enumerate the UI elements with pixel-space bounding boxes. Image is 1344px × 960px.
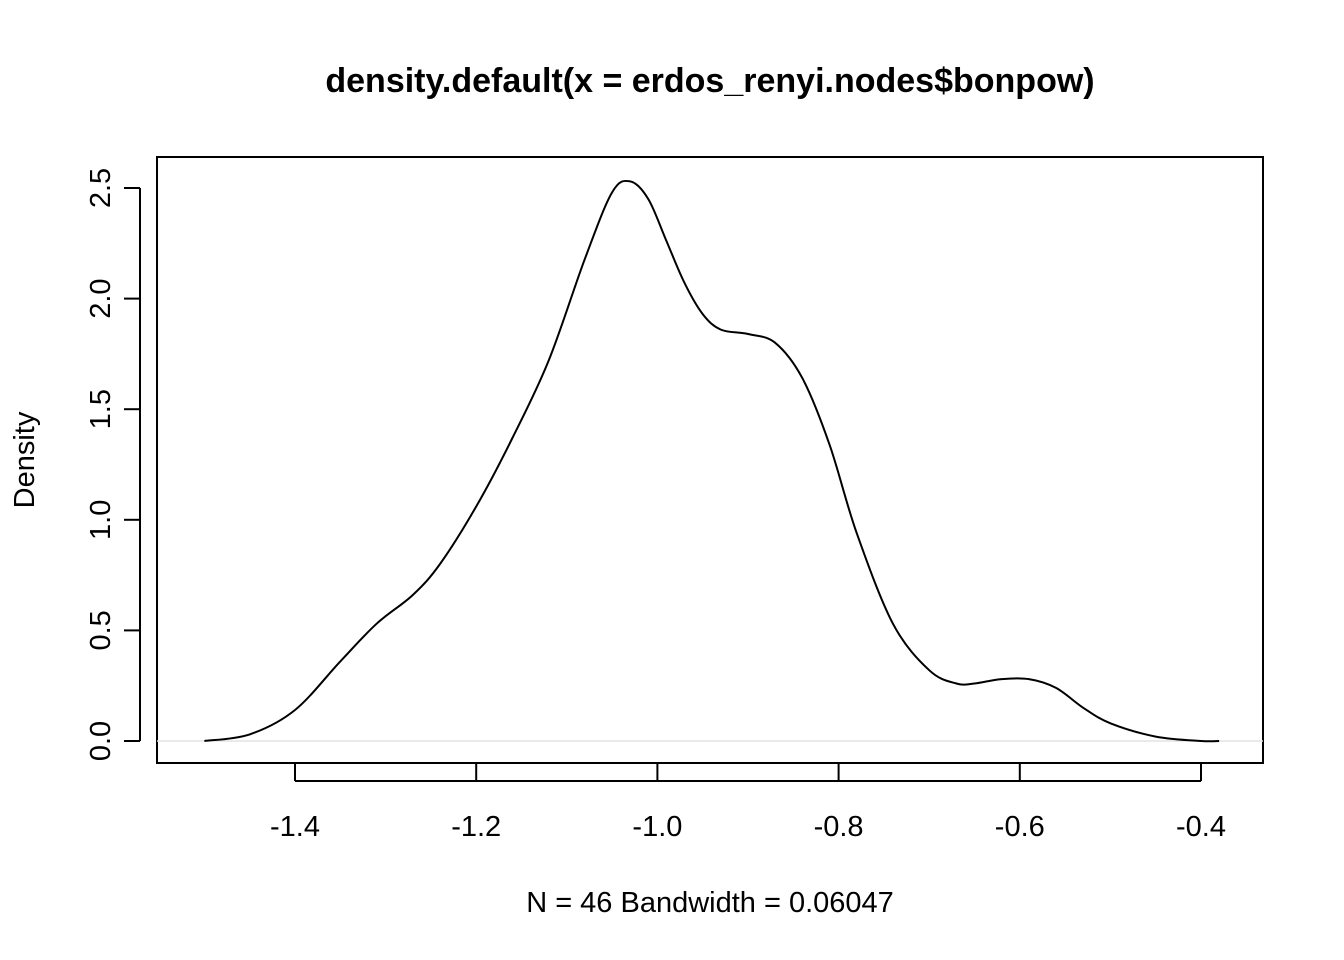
y-tick-label: 0.0 (85, 721, 117, 761)
y-tick-label: 2.0 (85, 278, 117, 318)
x-tick-label: -1.0 (632, 811, 682, 843)
y-tick-label: 1.0 (85, 500, 117, 540)
x-tick-label: -0.8 (814, 811, 864, 843)
x-tick-label: -0.6 (995, 811, 1045, 843)
y-axis: 0.0 0.5 1.0 1.5 2.0 2.5 (85, 168, 141, 761)
y-tick-label: 2.5 (85, 168, 117, 208)
chart-title: density.default(x = erdos_renyi.nodes$bo… (325, 62, 1094, 100)
x-tick-label: -1.2 (451, 811, 501, 843)
plot-frame (156, 156, 1264, 764)
y-axis-label: Density (9, 411, 41, 508)
y-tick-label: 1.5 (85, 389, 117, 429)
x-tick-label: -1.4 (270, 811, 320, 843)
density-curve (204, 179, 1220, 743)
x-tick-label: -0.4 (1176, 811, 1226, 843)
y-tick-label: 0.5 (85, 610, 117, 650)
x-axis-label: N = 46 Bandwidth = 0.06047 (526, 887, 894, 919)
x-axis: -1.4 -1.2 -1.0 -0.8 -0.6 -0.4 (270, 763, 1226, 843)
